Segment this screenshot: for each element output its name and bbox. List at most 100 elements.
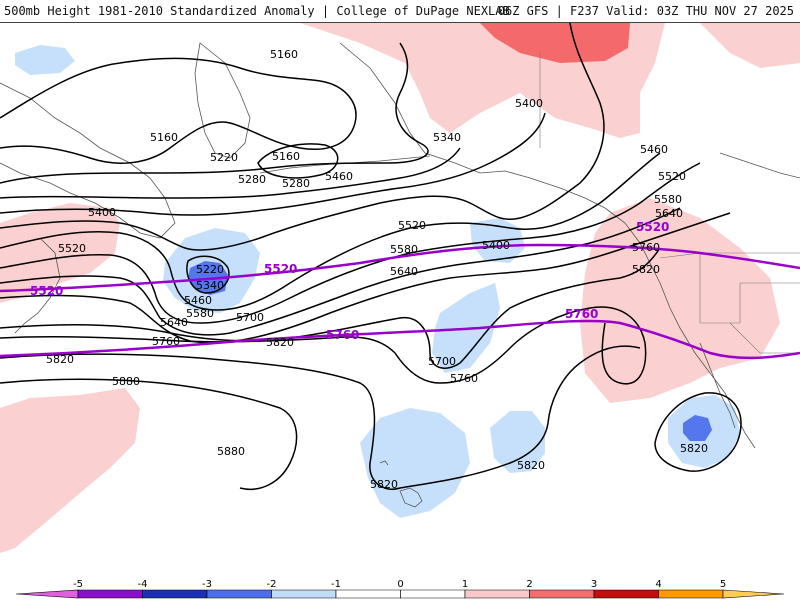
contour-5340 xyxy=(0,112,546,216)
contour-5700 xyxy=(0,247,661,369)
colorbar-segment xyxy=(529,589,595,599)
contour-label: 5820 xyxy=(46,353,74,366)
reference-label-group: 5520 5520 5520 5760 5760 xyxy=(30,220,669,342)
colorbar-tick-label: -4 xyxy=(138,579,148,590)
ref-label: 5760 xyxy=(565,307,598,321)
colorbar-segment xyxy=(15,589,79,599)
contour-5160-north xyxy=(0,57,357,164)
contour-5820-baja xyxy=(654,392,742,472)
colorbar-segment xyxy=(77,589,143,599)
colorbar-svg: -5 -4 -3 -2 -1 0 1 2 3 4 5 xyxy=(15,579,785,599)
colorbar-tick-label: -3 xyxy=(202,579,212,590)
header-bar: 500mb Height 1981-2010 Standardized Anom… xyxy=(0,0,800,22)
colorbar-tick-labels: -5 -4 -3 -2 -1 0 1 2 3 4 5 xyxy=(73,579,726,590)
colorbar-segment xyxy=(335,589,401,599)
anomaly-pos1-westcoast xyxy=(580,198,780,403)
contour-label: 5700 xyxy=(236,311,264,324)
coast-hawaii-2 xyxy=(399,487,423,508)
contour-label: 5280 xyxy=(282,177,310,190)
contour-label: 5460 xyxy=(325,170,353,183)
coast-alaska xyxy=(339,42,606,209)
reference-contours xyxy=(0,243,800,360)
contour-label: 5520 xyxy=(58,242,86,255)
anomaly-pos1-arctic xyxy=(700,23,800,68)
contour-label: 5880 xyxy=(217,445,245,458)
ref-contour-5520 xyxy=(0,243,800,293)
contour-label: 5340 xyxy=(433,131,461,144)
contour-label: 5760 xyxy=(632,241,660,254)
contour-label: 5820 xyxy=(680,442,708,455)
ref-label: 5520 xyxy=(30,284,63,298)
run-valid-info: 06Z GFS | F237 Valid: 03Z THU NOV 27 202… xyxy=(497,4,794,18)
coastlines xyxy=(0,42,800,508)
weather-map: 5160 5160 5160 5220 5280 5280 5340 5400 … xyxy=(0,22,800,577)
colorbar-tick-label: 3 xyxy=(591,579,597,590)
colorbar-segment xyxy=(593,589,659,599)
coast-japan xyxy=(14,237,61,334)
contour-label-group: 5160 5160 5160 5220 5280 5280 5340 5400 … xyxy=(46,48,708,491)
border-us-canada xyxy=(659,252,800,259)
contour-label: 5820 xyxy=(517,459,545,472)
colorbar-segments xyxy=(15,589,785,599)
contour-label: 5340 xyxy=(196,279,224,292)
colorbar-tick-label: 5 xyxy=(720,579,726,590)
colorbar-segment xyxy=(722,589,785,599)
contour-5760 xyxy=(0,306,647,385)
ref-label: 5760 xyxy=(326,328,359,342)
border-states-1 xyxy=(699,253,741,324)
contour-label: 5400 xyxy=(88,206,116,219)
contour-label: 5700 xyxy=(428,355,456,368)
contour-5580 xyxy=(0,207,681,336)
ref-contour-5760 xyxy=(0,319,800,360)
anomaly-neg1-siberia xyxy=(15,45,75,75)
anomaly-pos1-westpacific xyxy=(0,388,140,553)
contour-label: 5580 xyxy=(654,193,682,206)
anomaly-pos2-northpacific xyxy=(480,23,630,63)
contour-label: 5400 xyxy=(515,97,543,110)
colorbar-tick-label: -5 xyxy=(73,579,83,590)
coast-asia xyxy=(0,82,176,239)
contour-label: 5640 xyxy=(390,265,418,278)
contour-label: 5580 xyxy=(186,307,214,320)
colorbar-segment xyxy=(206,589,272,599)
borders xyxy=(539,53,800,354)
colorbar-tick-label: 1 xyxy=(462,579,468,590)
anomaly-shading xyxy=(0,23,800,553)
anomaly-neg2-baja-low xyxy=(683,415,712,441)
colorbar-segment xyxy=(400,589,466,599)
contour-label: 5400 xyxy=(482,239,510,252)
contour-label: 5880 xyxy=(112,375,140,388)
anomaly-neg1-east-hawaii xyxy=(490,411,545,473)
map-svg: 5160 5160 5160 5220 5280 5280 5340 5400 … xyxy=(0,23,800,553)
contour-5460 xyxy=(0,152,661,311)
contour-label: 5760 xyxy=(450,372,478,385)
coast-baja xyxy=(699,342,736,429)
contour-label: 5220 xyxy=(196,263,224,276)
colorbar-tick-label: 2 xyxy=(526,579,532,590)
colorbar-segment xyxy=(271,589,337,599)
contour-label: 5460 xyxy=(184,294,212,307)
contour-label: 5820 xyxy=(266,336,294,349)
height-contours xyxy=(0,23,742,490)
anomaly-pos1-japan xyxy=(0,203,120,303)
contour-label: 5760 xyxy=(152,335,180,348)
contour-label: 5520 xyxy=(398,219,426,232)
colorbar-tick-label: -2 xyxy=(267,579,277,590)
anomaly-colorbar: -5 -4 -3 -2 -1 0 1 2 3 4 5 xyxy=(0,576,800,600)
ref-label: 5520 xyxy=(264,262,297,276)
colorbar-segment xyxy=(142,589,208,599)
contour-label: 5820 xyxy=(632,263,660,276)
contour-label: 5640 xyxy=(160,316,188,329)
contour-5640 xyxy=(0,212,731,344)
contour-label: 5280 xyxy=(238,173,266,186)
contour-5160-closed xyxy=(257,143,339,179)
contour-label: 5580 xyxy=(390,243,418,256)
colorbar-segment xyxy=(658,589,724,599)
anomaly-neg1-hawaii xyxy=(360,408,470,518)
border-states-3 xyxy=(729,322,800,354)
colorbar-tick-label: -1 xyxy=(331,579,341,590)
colorbar-tick-label: 0 xyxy=(397,579,403,590)
coast-hawaii-1 xyxy=(379,460,389,466)
contour-5220 xyxy=(0,42,429,184)
contour-label: 5520 xyxy=(658,170,686,183)
